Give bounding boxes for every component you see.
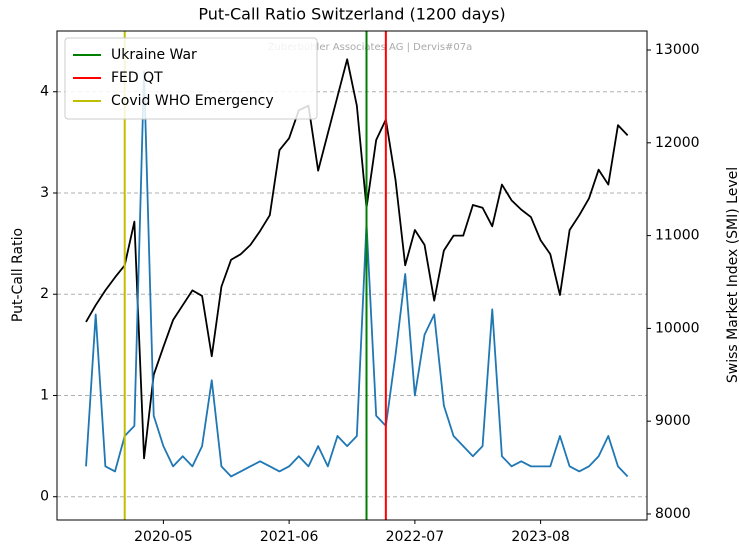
y2-tick-label: 11000 — [655, 228, 700, 244]
y2-tick-label: 10000 — [655, 320, 700, 336]
y2-axis-label: Swiss Market Index (SMI) Level — [725, 167, 739, 383]
y2-tick-label: 9000 — [655, 413, 691, 429]
watermark: Zuberbühler Associates AG | Dervis#07a — [268, 42, 473, 53]
y-tick-label: 4 — [40, 84, 49, 100]
plot-frame — [56, 30, 648, 521]
chart-title: Put-Call Ratio Switzerland (1200 days) — [198, 5, 505, 24]
x-tick-label: 2021-06 — [260, 529, 319, 545]
legend-label: Covid WHO Emergency — [111, 93, 274, 109]
data-line — [85, 70, 629, 478]
y2-tick-label: 12000 — [655, 135, 700, 151]
y-tick-label: 1 — [40, 387, 49, 403]
legend-box — [64, 37, 318, 120]
x-tick-label: 2023-08 — [511, 529, 570, 545]
y2-tick-label: 8000 — [655, 506, 691, 522]
y-tick-label: 0 — [40, 489, 49, 505]
y-tick-label: 2 — [40, 286, 49, 302]
y-axis-label: Put-Call Ratio — [10, 228, 26, 322]
data-line — [85, 58, 629, 460]
y-tick-label: 3 — [40, 185, 49, 201]
x-tick-label: 2020-05 — [134, 529, 193, 545]
legend-label: FED QT — [111, 70, 163, 86]
y2-tick-label: 13000 — [655, 42, 700, 58]
legend-label: Ukraine War — [111, 47, 197, 63]
x-tick-label: 2022-07 — [386, 529, 445, 545]
